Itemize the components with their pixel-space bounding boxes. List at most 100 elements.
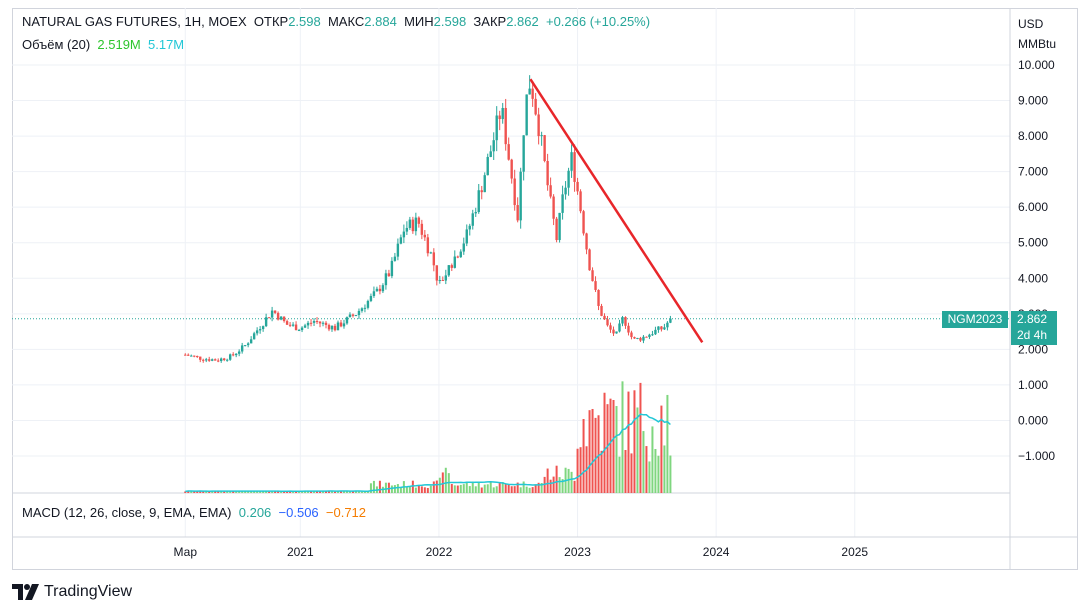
candle-body — [321, 322, 325, 324]
price-axis[interactable]: 10.0009.0008.0007.0006.0005.0004.0003.00… — [1018, 58, 1055, 463]
candle-body — [570, 152, 573, 171]
volume-bar — [241, 490, 244, 493]
candle-body — [366, 300, 370, 308]
candle-body — [633, 337, 636, 339]
volume-bar — [363, 491, 366, 493]
candle-body — [214, 359, 217, 361]
candle-body — [666, 322, 669, 328]
volume-bar — [633, 390, 636, 493]
candle-body — [312, 321, 316, 323]
candle-body — [333, 325, 337, 331]
candle-body — [651, 334, 654, 336]
volume-bar — [256, 491, 259, 493]
ticker-tag[interactable]: NGM2023 — [942, 311, 1008, 328]
macd-label[interactable]: MACD (12, 26, close, 9, EMA, EMA) — [22, 505, 232, 520]
candle-body — [558, 212, 561, 241]
candle-body — [357, 310, 361, 316]
candle-body — [579, 191, 582, 212]
volume-bar — [516, 482, 519, 493]
volume-bar — [594, 417, 597, 493]
candle-body — [384, 273, 388, 286]
time-axis[interactable]: Мар 2021 2022 2023 2024 2025 — [174, 545, 869, 559]
volume-value: 2.519M — [97, 37, 141, 52]
candle-body — [552, 196, 555, 219]
candle-body — [477, 190, 480, 213]
candle-body — [642, 336, 645, 341]
candle-body — [318, 321, 322, 324]
candle-body — [372, 291, 376, 296]
symbol-legend: NATURAL GAS FUTURES, 1H, MOEX ОТКР2.598 … — [22, 14, 650, 29]
volume-bar — [663, 445, 666, 493]
volume-bar — [232, 491, 235, 493]
candle-body — [468, 225, 471, 230]
volume-bar — [498, 482, 501, 493]
price-tick-label: −1.000 — [1018, 449, 1055, 463]
volume-bar — [423, 487, 426, 493]
volume-bar — [354, 490, 357, 493]
candle-body — [450, 265, 453, 268]
volume-label[interactable]: Объём (20) — [22, 37, 91, 52]
tradingview-logo-icon — [12, 584, 39, 600]
candle-body — [211, 359, 214, 361]
last-price-tag[interactable]: 2.862 2d 4h — [1011, 311, 1057, 345]
candle-body — [528, 88, 531, 95]
volume-bar — [525, 486, 528, 493]
candle-body — [573, 152, 576, 182]
volume-bar — [372, 480, 375, 493]
volume-bar — [612, 400, 615, 493]
candle-body — [339, 322, 343, 327]
trendline-drawing[interactable] — [529, 78, 704, 343]
volume-bar — [636, 407, 639, 493]
candle-body — [360, 308, 364, 311]
candle-body — [507, 144, 510, 160]
candle-body — [423, 234, 427, 238]
volume-bar — [265, 490, 268, 493]
volume-bar — [480, 487, 483, 493]
volume-bar — [552, 476, 555, 493]
candle-body — [591, 270, 594, 282]
volume-bar — [426, 487, 429, 493]
candle-body — [184, 354, 187, 356]
volume-bars — [184, 381, 672, 493]
candle-body — [240, 345, 244, 352]
volume-bar — [558, 477, 561, 493]
volume-bar — [519, 487, 522, 493]
candle-body — [411, 219, 415, 232]
candle-body — [615, 331, 618, 334]
candle-body — [288, 324, 292, 326]
volume-bar — [567, 468, 570, 493]
volume-bar — [393, 485, 396, 493]
volume-bar — [217, 491, 220, 493]
volume-bar — [328, 490, 331, 493]
volume-bar — [435, 480, 438, 493]
candle-body — [522, 135, 525, 172]
volume-bar — [310, 491, 313, 493]
volume-bar — [235, 491, 238, 493]
time-tick-label: 2021 — [287, 545, 314, 559]
volume-bar — [432, 481, 435, 493]
candle-body — [193, 355, 196, 357]
volume-bar — [378, 480, 381, 493]
symbol-title[interactable]: NATURAL GAS FUTURES, 1H, MOEX — [22, 14, 247, 29]
candle-body — [279, 316, 283, 320]
volume-bar — [654, 449, 657, 493]
open-value: 2.598 — [288, 14, 321, 29]
candle-body — [261, 326, 265, 330]
tradingview-logo[interactable]: TradingView — [12, 583, 132, 601]
candle-body — [282, 316, 286, 322]
candle-body — [531, 88, 534, 99]
volume-bar — [531, 487, 534, 493]
candle-body — [600, 305, 603, 316]
volume-bar — [405, 487, 408, 493]
candle-body — [627, 325, 630, 333]
volume-bar — [639, 382, 642, 493]
volume-bar — [429, 485, 432, 493]
candle-body — [648, 334, 651, 338]
volume-bar — [331, 491, 334, 493]
volume-bar — [390, 485, 393, 493]
volume-bar — [205, 491, 208, 493]
candle-body — [639, 337, 642, 341]
currency-unit[interactable]: USD MMBtu — [1018, 14, 1056, 54]
volume-bar — [399, 486, 402, 493]
